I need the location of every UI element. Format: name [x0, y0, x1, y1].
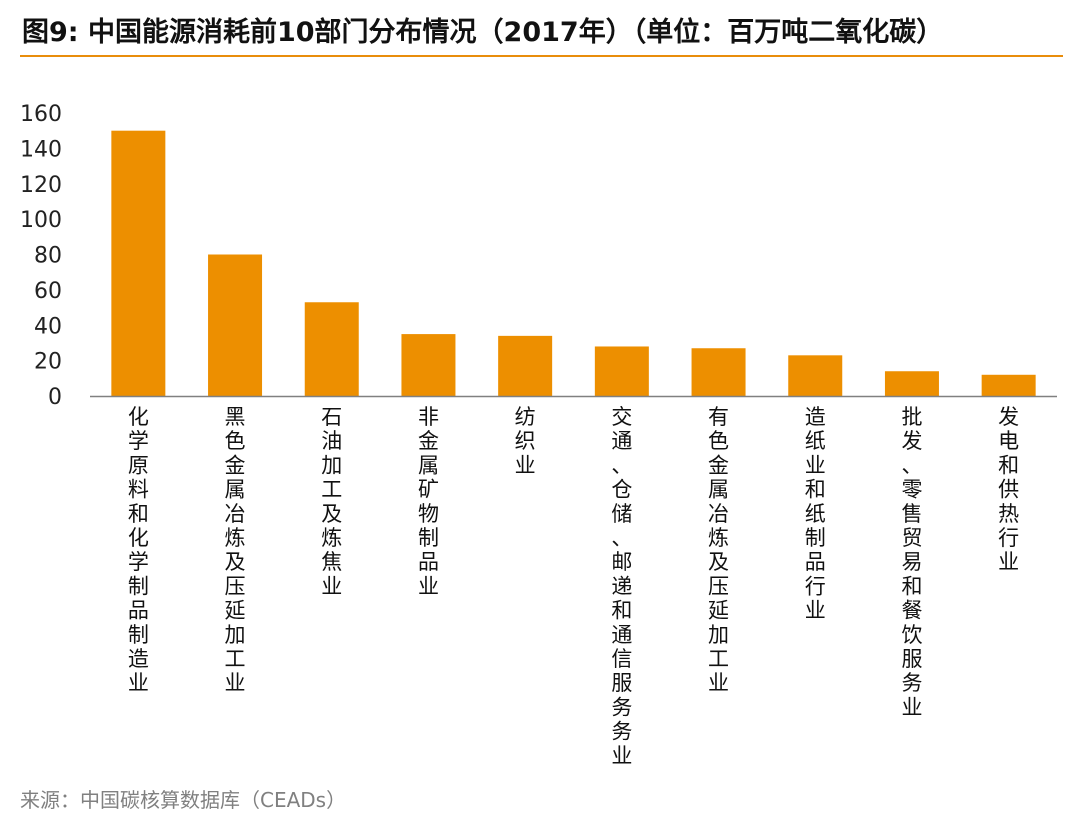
bar: [981, 374, 1036, 396]
x-tick-label: 有色金属冶炼及压延加工业: [708, 405, 729, 695]
bar: [111, 130, 166, 396]
bar: [208, 254, 263, 396]
x-axis-labels: 化学原料和化学制品制造业 黑色金属冶炼及压延加工业 石油加工及炼焦业 非金属矿物制品业…: [128, 405, 1019, 768]
x-tick-label: 化学原料和化学制品制造业: [128, 405, 149, 695]
title-divider: [20, 55, 1063, 57]
y-tick-label: 40: [34, 314, 62, 339]
x-tick-label: 石油加工及炼焦业: [321, 405, 342, 598]
bar: [594, 346, 649, 396]
x-tick-label: 批发、零售贸易和餐饮服务业: [901, 405, 922, 719]
y-tick-label: 100: [20, 208, 62, 233]
y-tick-label: 60: [34, 279, 62, 304]
x-tick-label: 发电和供热行业: [998, 405, 1019, 574]
y-tick-label: 140: [20, 137, 62, 162]
y-tick-label: 20: [34, 350, 62, 375]
bar: [498, 335, 553, 396]
bar: [304, 302, 359, 396]
chart-title: 图9: 中国能源消耗前10部门分布情况（2017年）（单位：百万吨二氧化碳）: [22, 17, 944, 48]
x-tick-label: 非金属矿物制品业: [418, 405, 439, 598]
x-tick-label: 交通、仓储、邮递和通信服务务业: [611, 405, 632, 768]
bars: [111, 130, 1036, 396]
y-tick-label: 0: [48, 385, 62, 410]
bar: [691, 348, 746, 396]
bar: [401, 334, 456, 396]
y-tick-label: 80: [34, 244, 62, 269]
x-tick-label: 纺织业: [515, 405, 536, 477]
bar: [884, 371, 939, 396]
bar: [788, 355, 843, 396]
y-axis-ticks: 0 20 40 60 80 100 120 140 160: [20, 102, 62, 410]
y-tick-label: 160: [20, 102, 62, 127]
bar-chart: 0 20 40 60 80 100 120 140 160 化学原料和化学制品制造业 黑色金属冶炼…: [20, 102, 1057, 768]
y-tick-label: 120: [20, 173, 62, 198]
x-tick-label: 黑色金属冶炼及压延加工业: [225, 405, 246, 695]
x-tick-label: 造纸业和纸制品行业: [805, 405, 826, 623]
source-note: 来源：中国碳核算数据库（CEADs）: [20, 788, 347, 812]
